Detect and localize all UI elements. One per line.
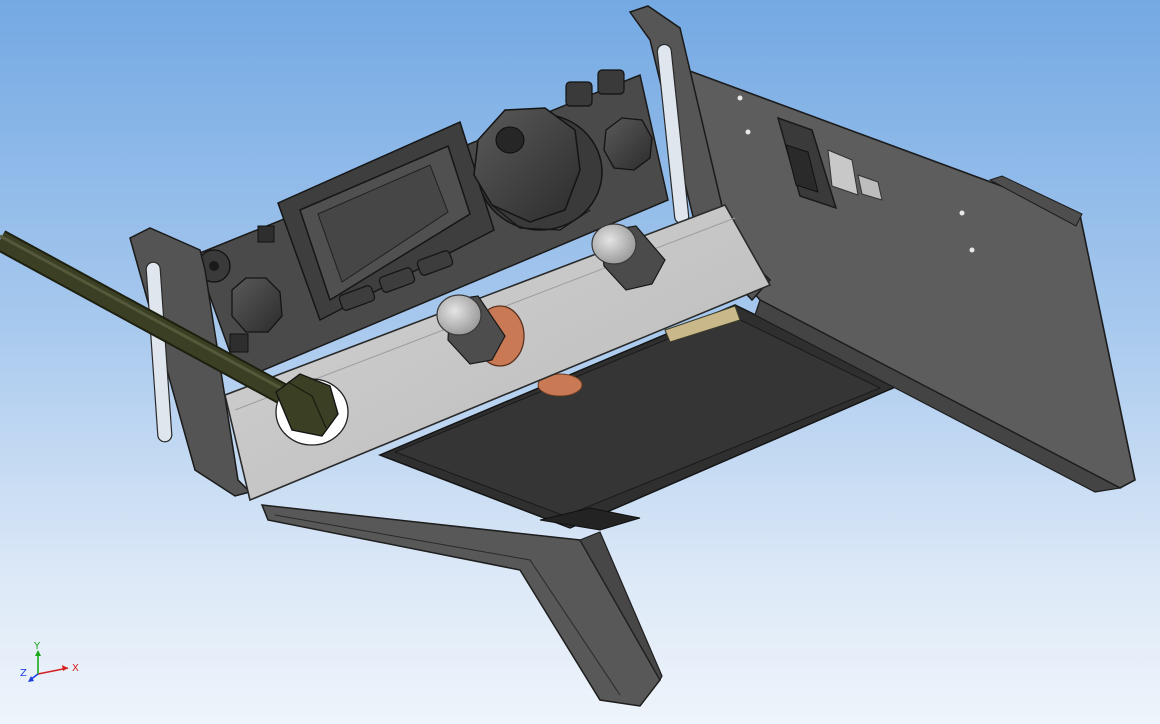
channel-knob: [603, 117, 653, 171]
y-axis-label: Y: [33, 641, 41, 652]
x-axis-arrow-icon: [62, 665, 68, 671]
left-mounting-bracket: [129, 227, 252, 497]
volume-knob: [473, 107, 603, 231]
right-side-panel: [658, 58, 1136, 493]
y-axis-arrow-icon: [35, 650, 41, 656]
right-connector: [591, 223, 666, 291]
right-mounting-bracket: [628, 5, 772, 302]
small-knob-left: [231, 277, 283, 333]
center-connector: [436, 294, 525, 367]
x-axis-label: X: [72, 663, 79, 674]
z-axis-arrow-icon: [28, 676, 34, 682]
bottom-left-bracket: [260, 504, 663, 707]
enclosure-underside: [377, 304, 902, 531]
z-axis-label: Z: [20, 668, 27, 679]
axis-triad: X Y Z: [20, 641, 79, 682]
antenna-cable: [0, 230, 349, 446]
